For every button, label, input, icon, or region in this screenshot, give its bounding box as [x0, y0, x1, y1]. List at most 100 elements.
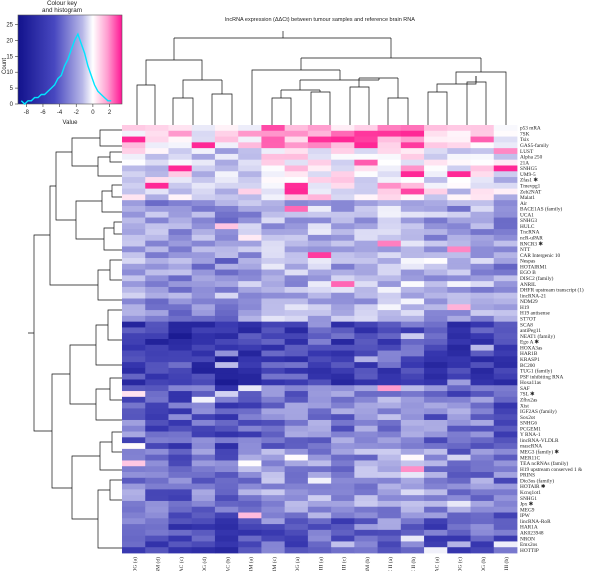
heatmap-cell: [168, 258, 193, 265]
heatmap-cell: [400, 194, 425, 201]
heatmap-cell: [493, 518, 518, 525]
heatmap-cell: [238, 269, 262, 276]
heatmap-cell: [400, 205, 425, 213]
heatmap-cell: [447, 414, 471, 421]
row-label: Tsix: [520, 137, 529, 143]
heatmap-cell: [238, 223, 262, 230]
heatmap-cell: [191, 391, 216, 398]
heatmap-cell: [493, 379, 518, 386]
heatmap-cell: [261, 524, 286, 531]
heatmap-cell: [424, 419, 448, 427]
heatmap-cell: [261, 333, 286, 340]
heatmap-cell: [307, 159, 332, 166]
heatmap-cell: [447, 188, 471, 195]
heatmap-cell: [145, 286, 169, 294]
heatmap-cell: [470, 258, 495, 265]
heatmap-cell: [307, 350, 332, 357]
heatmap-cell: [470, 315, 495, 323]
heatmap-cell: [400, 414, 425, 421]
row-label: MEG9: [520, 507, 535, 513]
heatmap-cell: [400, 275, 425, 282]
heatmap-cell: [261, 385, 286, 392]
heatmap-cell: [307, 258, 332, 265]
heatmap-cell: [261, 391, 286, 398]
heatmap-cell: [493, 194, 518, 201]
column-label: OAC (c): [178, 557, 185, 571]
heatmap-cell: [284, 165, 309, 172]
heatmap-cell: [284, 379, 309, 386]
heatmap-cell: [470, 327, 495, 334]
heatmap-cell: [214, 495, 239, 502]
heatmap-cell: [307, 431, 332, 438]
heatmap-cell: [377, 315, 402, 323]
heatmap-cell: [493, 223, 518, 230]
heatmap-cell: [122, 443, 146, 450]
heatmap-cell: [145, 159, 169, 166]
heatmap-cell: [424, 373, 448, 380]
heatmap-cell: [470, 321, 495, 328]
heatmap-cell: [122, 171, 146, 178]
heatmap-cell: [145, 396, 169, 404]
heatmap-cell: [261, 321, 286, 328]
heatmap-cell: [261, 258, 286, 265]
row-label: Kcnq1ot1: [520, 490, 541, 496]
heatmap-cell: [470, 448, 495, 456]
heatmap-cell: [377, 321, 402, 328]
heatmap-cell: [284, 414, 309, 421]
heatmap-cell: [424, 391, 448, 398]
heatmap-cell: [284, 391, 309, 398]
heatmap-cell: [447, 304, 471, 311]
heatmap-cell: [145, 362, 169, 369]
heatmap-cell: [168, 269, 193, 276]
heatmap-cell: [447, 367, 471, 375]
heatmap-cell: [145, 234, 169, 242]
heatmap-cell: [122, 194, 146, 201]
heatmap-cell: [261, 425, 286, 432]
row-label: Nespas: [520, 259, 535, 265]
color-key-xtick-label: 0: [91, 110, 95, 116]
heatmap-cell: [145, 414, 169, 421]
column-label: ODG (b): [480, 557, 487, 571]
heatmap-cell: [214, 321, 239, 328]
column-labels: ODG (a) Primary GBM (d) OAC (c) ODG (d) OAC …: [131, 557, 510, 571]
column-label: OAC (b): [224, 557, 231, 571]
heatmap-cell: [331, 483, 355, 490]
heatmap-cell: [447, 477, 471, 484]
heatmap-cell: [331, 506, 355, 513]
heatmap-cell: [168, 367, 193, 375]
heatmap-cell: [284, 367, 309, 375]
heatmap-cell: [145, 529, 169, 537]
heatmap-cell: [307, 217, 332, 224]
heatmap-cell: [447, 448, 471, 456]
heatmap-cell: [470, 431, 495, 438]
heatmap-cell: [331, 448, 355, 456]
heatmap-cell: [214, 159, 239, 166]
heatmap-cell: [447, 246, 471, 253]
heatmap-cell: [214, 234, 239, 242]
heatmap-cell: [284, 148, 309, 155]
heatmap-cell: [238, 177, 262, 184]
heatmap-cell: [424, 477, 448, 484]
heatmap-cell: [447, 125, 471, 132]
heatmap-cell: [307, 286, 332, 294]
heatmap-cell: [493, 483, 518, 490]
heatmap-cell: [307, 547, 332, 554]
heatmap-cell: [331, 177, 355, 184]
heatmap-cell: [307, 333, 332, 340]
heatmap-cell: [191, 269, 216, 276]
heatmap-cell: [214, 477, 239, 484]
heatmap-cell: [168, 356, 193, 363]
heatmap-cell: [122, 258, 146, 265]
heatmap-cell: [214, 211, 239, 218]
heatmap-cell: [261, 263, 286, 270]
heatmap-cell: [214, 269, 239, 276]
heatmap-cell: [493, 350, 518, 357]
heatmap-cell: [424, 240, 448, 247]
chart-title: lncRNA expression (ΔΔCt) between tumour …: [225, 17, 415, 23]
heatmap-cell: [493, 252, 518, 259]
heatmap-cell: [354, 200, 378, 207]
heatmap-cell: [122, 281, 146, 288]
heatmap-cell: [307, 385, 332, 392]
heatmap-cell: [400, 350, 425, 357]
heatmap-cell: [354, 472, 378, 479]
